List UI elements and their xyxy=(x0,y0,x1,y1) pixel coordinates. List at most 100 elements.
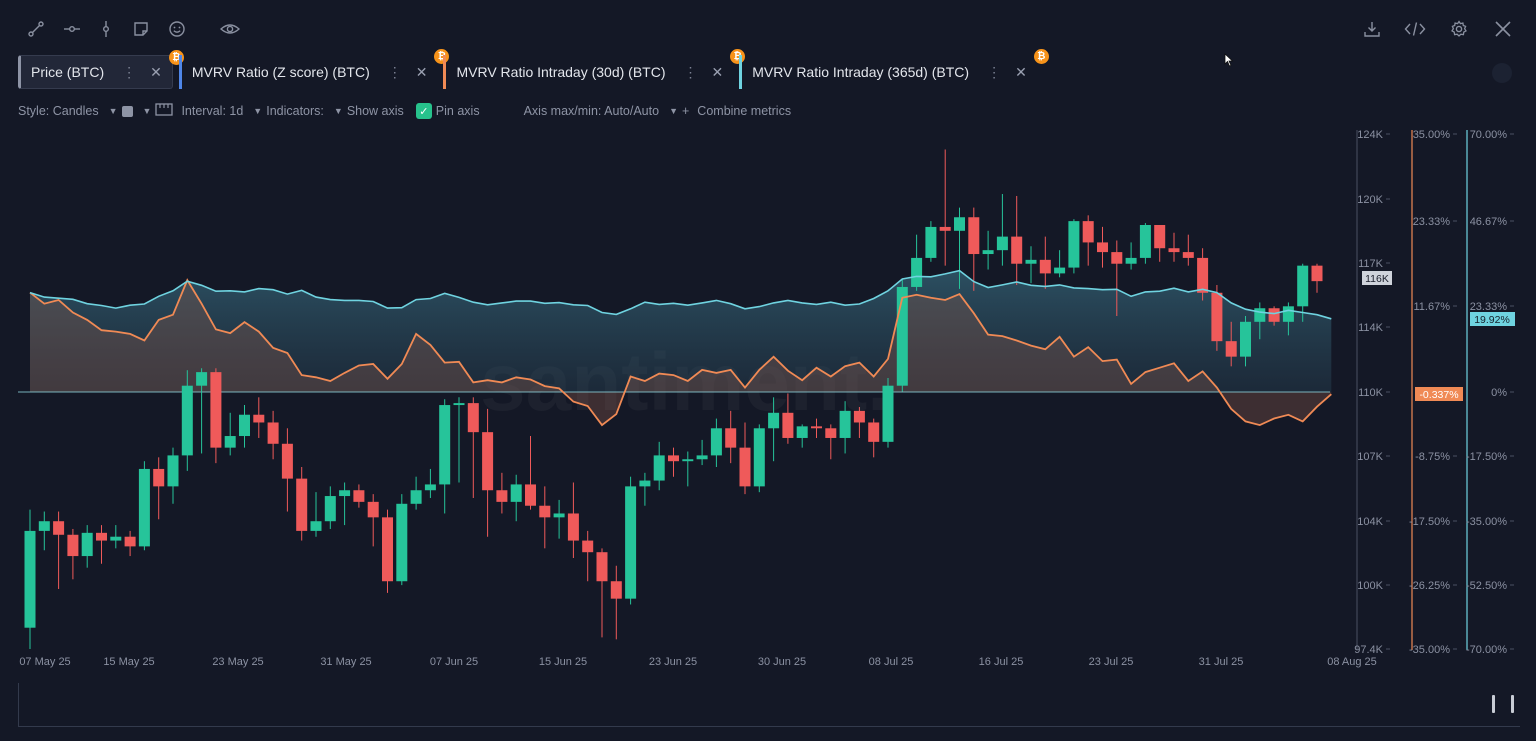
price-current-label: 116K xyxy=(1365,273,1389,285)
candle-body xyxy=(196,372,208,386)
price-mvrv-chart[interactable]: santiment. 124K120K117K114K110K107K104K1… xyxy=(0,120,1536,680)
draw-line-icon[interactable] xyxy=(22,14,50,44)
candle-body xyxy=(982,250,994,255)
axis-tick-label: -26.25% xyxy=(1409,580,1450,592)
pin-axis-toggle[interactable]: Pin axis xyxy=(435,104,480,118)
close-icon[interactable] xyxy=(1489,14,1517,44)
chevron-down-icon[interactable]: ▼ xyxy=(333,106,343,116)
candle-body xyxy=(53,521,65,535)
candle-body xyxy=(1254,308,1266,322)
scroller-handle[interactable] xyxy=(1492,695,1514,713)
axis-tick-label: 0% xyxy=(1491,387,1507,399)
chevron-down-icon[interactable]: ▼ xyxy=(253,106,263,116)
settings-icon[interactable] xyxy=(1445,14,1473,44)
candle-body xyxy=(782,412,794,438)
x-tick-label: 15 Jun 25 xyxy=(539,656,587,668)
candle-body xyxy=(310,521,322,531)
candle-body xyxy=(1211,292,1223,342)
tab-close-icon[interactable]: ✕ xyxy=(1015,63,1027,80)
bitcoin-icon: ₿ xyxy=(1033,49,1049,64)
axis-tick-label: 35.00% xyxy=(1413,129,1451,141)
candle-body xyxy=(682,459,694,462)
candle-body xyxy=(353,490,365,502)
chevron-down-icon[interactable]: ▼ xyxy=(142,106,152,116)
price-candles xyxy=(24,149,1323,649)
candle-body xyxy=(1039,259,1051,274)
chevron-down-icon[interactable]: ▼ xyxy=(108,106,118,116)
status-dot xyxy=(1492,63,1512,83)
timeline-scroller[interactable] xyxy=(18,683,1520,727)
interval-select[interactable]: Interval: 1d xyxy=(181,104,244,118)
tab-options-icon[interactable]: ⋮ xyxy=(683,63,698,80)
x-tick-label: 07 Jun 25 xyxy=(430,656,478,668)
candle-body xyxy=(639,480,651,487)
candle-body xyxy=(324,496,336,522)
candle-body xyxy=(825,428,837,438)
candle-body xyxy=(138,468,150,547)
candle-body xyxy=(482,432,494,491)
x-tick-label: 15 May 25 xyxy=(103,656,154,668)
candle-body xyxy=(1197,257,1209,293)
tab-options-icon[interactable]: ⋮ xyxy=(387,63,402,80)
tab-price-btc[interactable]: Price (BTC) ⋮ ✕ ₿ xyxy=(18,50,184,89)
axis-tick-label: 46.67% xyxy=(1470,216,1508,228)
tab-label: MVRV Ratio (Z score) (BTC) xyxy=(191,64,370,80)
candle-body xyxy=(925,226,937,258)
candle-body xyxy=(210,372,222,448)
candle-body xyxy=(124,536,136,547)
candle-body xyxy=(253,414,265,423)
style-select[interactable]: Style: Candles xyxy=(18,104,99,118)
tab-options-icon[interactable]: ⋮ xyxy=(987,63,1002,80)
tab-close-icon[interactable]: ✕ xyxy=(711,63,724,80)
tab-close-icon[interactable]: ✕ xyxy=(415,63,428,80)
tab-mvrv-zscore[interactable]: MVRV Ratio (Z score) (BTC) ⋮ ✕ ₿ xyxy=(178,49,450,89)
axis-tick-label: 120K xyxy=(1357,194,1383,206)
candle-body xyxy=(1097,242,1108,253)
candle-body xyxy=(1268,308,1280,322)
candle-body xyxy=(1225,341,1237,357)
indicators-select[interactable]: Indicators: xyxy=(266,104,324,118)
x-tick-label: 08 Aug 25 xyxy=(1327,656,1377,668)
candle-body xyxy=(725,428,737,448)
tab-close-icon[interactable]: ✕ xyxy=(150,63,162,80)
chevron-down-icon[interactable]: ▼ xyxy=(669,106,678,116)
price-axis: 124K 120K 117K 114K 110K 107K 104K 100K 97.4K xyxy=(1354,129,1390,656)
vertical-line-icon[interactable] xyxy=(92,14,120,44)
candle-body xyxy=(839,410,851,438)
candle-body xyxy=(153,468,165,487)
candle-body xyxy=(382,517,393,582)
note-icon[interactable] xyxy=(127,14,155,44)
embed-code-icon[interactable] xyxy=(1401,14,1429,44)
candle-body xyxy=(911,257,923,287)
interval-icon xyxy=(155,103,174,119)
axis-tick-label: -70.00% xyxy=(1466,644,1507,656)
axis-tick-label: 107K xyxy=(1357,451,1383,463)
candle-body xyxy=(882,385,894,442)
candle-body xyxy=(796,426,808,438)
emoji-icon[interactable] xyxy=(163,14,191,44)
color-swatch[interactable] xyxy=(121,105,133,117)
combine-metrics-button[interactable]: Combine metrics xyxy=(697,104,792,118)
x-tick-label: 23 May 25 xyxy=(212,656,263,668)
candle-body xyxy=(1139,224,1151,258)
candle-body xyxy=(610,581,622,599)
tab-mvrv-365d[interactable]: MVRV Ratio Intraday (365d) (BTC) ⋮ ✕ ₿ xyxy=(739,49,1049,89)
candle-body xyxy=(753,428,765,487)
candle-body xyxy=(439,405,451,485)
candle-body xyxy=(67,534,79,557)
mvrv-30d-current-badge xyxy=(1415,387,1463,401)
eye-icon[interactable] xyxy=(216,14,244,44)
axis-tick-label: 100K xyxy=(1357,580,1383,592)
show-axis-checkbox[interactable]: ✓ xyxy=(415,103,432,119)
x-tick-label: 08 Jul 25 xyxy=(869,656,914,668)
candle-body xyxy=(553,513,565,518)
axis-maxmin-select[interactable]: Axis max/min: Auto/Auto xyxy=(523,104,660,118)
candle-body xyxy=(1240,321,1251,357)
horizontal-ray-icon[interactable] xyxy=(58,14,86,44)
tab-mvrv-30d[interactable]: MVRV Ratio Intraday (30d) (BTC) ⋮ ✕ ₿ xyxy=(443,49,746,89)
tab-options-icon[interactable]: ⋮ xyxy=(122,63,137,80)
download-icon[interactable] xyxy=(1358,14,1386,44)
candle-body xyxy=(1125,257,1137,264)
candle-body xyxy=(410,490,422,504)
candle-body xyxy=(939,226,951,231)
